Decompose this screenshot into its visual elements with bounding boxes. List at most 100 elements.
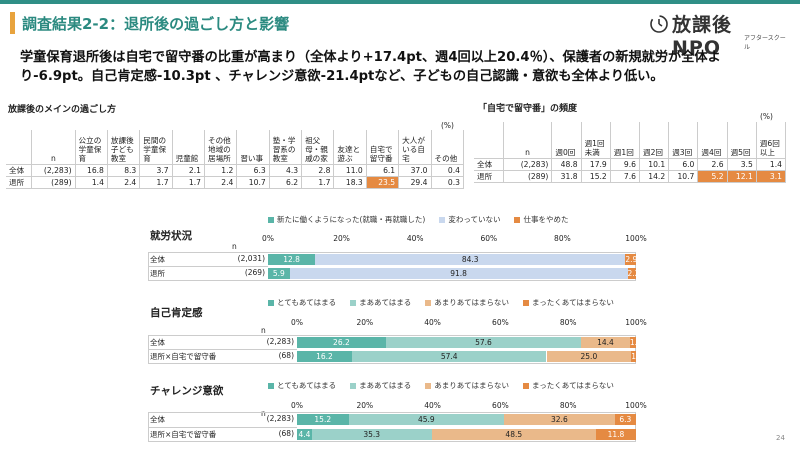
legend-item: 新たに働くようになった(就職・再就職した) [268, 215, 425, 224]
legend-swatch [514, 217, 521, 223]
table-row-n: (2,283) [503, 158, 553, 171]
bar-value-label: 6.3 [619, 415, 632, 424]
bar-value-label: 2.9 [625, 255, 638, 264]
table-cell: 11.0 [333, 164, 367, 177]
table-corner [474, 122, 504, 159]
bar-segment: 26.2 [297, 337, 386, 348]
bar-segment: 25.0 [546, 351, 632, 362]
table-cell: 10.1 [639, 158, 670, 171]
bar-segment: 14.4 [581, 337, 630, 348]
left-table-unit: (%) [441, 121, 454, 130]
axis-tick-label: 60% [492, 318, 509, 327]
bar-value-label: 16.2 [316, 352, 333, 361]
table-column-header: 週0回 [551, 122, 582, 159]
stacked-bar: 4.4 35.3 48.5 11.8 [297, 429, 636, 440]
chart-row-label: 退所×自宅で留守番 [150, 352, 217, 361]
axis-tick-label: 80% [559, 318, 577, 327]
legend-label: 仕事をやめた [523, 215, 569, 224]
stacked-bar: 15.2 45.9 32.6 6.3 [297, 414, 636, 425]
bar-segment: 11.8 [595, 429, 636, 440]
table-cell: 29.4 [398, 176, 432, 189]
bar-segment: 84.3 [315, 254, 626, 265]
stacked-bar: 12.8 84.3 2.9 [268, 254, 638, 265]
axis-tick-label: 20% [333, 234, 350, 243]
axis-tick-label: 0% [291, 401, 303, 410]
table-cell: 1.4 [75, 176, 108, 189]
bar-value-label: 15.2 [314, 415, 332, 424]
table-header-row: n 公立の学童保育 放課後子ども教室 民間の学童保育 児童館 その他地域の居場所 習い事 塾・… [6, 130, 464, 165]
table-column-header: 民間の学童保育 [139, 130, 173, 165]
bar-value-label: 11.8 [607, 430, 625, 439]
bar-value-label: 91.8 [450, 269, 467, 278]
table-column-header: その他地域の居場所 [204, 130, 238, 165]
table-column-header: その他 [431, 130, 464, 165]
legend-swatch [268, 300, 274, 306]
legend-swatch [523, 383, 530, 389]
legend-item: あまりあてはまらない [425, 298, 509, 307]
bar-segment: 57.6 [385, 337, 582, 348]
bar-value-label: 12.8 [283, 255, 300, 264]
bar-segment: 32.6 [504, 414, 615, 425]
table-cell: 1.7 [301, 176, 335, 189]
axis-tick-label: 20% [356, 318, 374, 327]
legend-swatch [350, 300, 357, 306]
axis-tick-label: 60% [480, 234, 498, 243]
bar-segment: 35.3 [311, 429, 432, 440]
legend-swatch [268, 217, 274, 223]
legend-item: とてもあてはまる [268, 298, 336, 307]
chart-row-label: 全体 [150, 415, 165, 424]
table-row: 全体 (2,283) 16.8 8.3 3.7 2.1 1.2 6.3 4.3 2.8 11.0 6.… [6, 164, 464, 177]
table-cell: 5.2 [697, 170, 728, 183]
table-cell: 1.2 [204, 164, 238, 177]
logo-text: 放課後 NPO [672, 14, 733, 59]
table-cell: 0.4 [431, 164, 464, 177]
table-cell: 2.1 [172, 164, 205, 177]
table-cell: 37.0 [398, 164, 432, 177]
left-table-caption: 放課後のメインの過ごし方 [8, 105, 117, 115]
bar-value-label: 2.2 [627, 269, 640, 278]
stacked-bar: 5.9 91.8 2.2 [268, 268, 639, 279]
chart-row-label: 全体 [150, 255, 165, 264]
table-cell: 9.6 [610, 158, 640, 171]
bar-segment: 45.9 [348, 414, 505, 425]
legend-label: 新たに働くようになった(就職・再就職した) [277, 215, 426, 224]
bar-value-label: 1. [629, 338, 638, 347]
axis-tick-label: 80% [554, 234, 571, 243]
table-cell: 1.7 [139, 176, 173, 189]
legend-swatch [350, 383, 357, 389]
table-column-header: 週1回 [610, 122, 640, 159]
table-cell: 6.3 [236, 164, 270, 177]
chart-legend: とてもあてはまる まああてはまる あまりあてはまらない まったくあてはまらない [268, 297, 628, 308]
legend-swatch [439, 217, 446, 223]
table-row: 全体 (2,283) 48.8 17.9 9.6 10.1 6.0 2.6 3.5 1.4 [474, 158, 787, 171]
table-corner [6, 130, 33, 165]
bar-value-label: 32.6 [551, 415, 568, 424]
table-column-header: 塾・学習系の教室 [269, 130, 303, 165]
table-cell: 16.8 [75, 164, 108, 177]
stacked-bar: 26.2 57.6 14.4 1. [297, 337, 638, 348]
chart-n-header: n [261, 326, 266, 335]
bar-segment: 6.3 [614, 414, 636, 425]
chart-title: 就労状況 [150, 230, 192, 242]
table-n-header: n [503, 122, 553, 159]
table-cell: 0.3 [431, 176, 464, 189]
legend-label: まああてはまる [359, 381, 412, 390]
chart-row-label: 全体 [150, 338, 165, 347]
table-column-header: 週3回 [668, 122, 699, 159]
table-cell: 31.8 [551, 170, 582, 183]
bar-value-label: 45.9 [417, 415, 435, 424]
bar-segment: 5.9 [268, 268, 290, 279]
table-cell: 2.4 [107, 176, 141, 189]
chart-n-header: n [232, 242, 237, 251]
table-row: 退所 (289) 1.4 2.4 1.7 1.7 2.4 10.7 6.2 1.7 18.3 23.5… [6, 176, 464, 189]
axis-tick-label: 0% [262, 234, 274, 243]
table-cell: 3.7 [139, 164, 173, 177]
page-number: 24 [776, 434, 785, 442]
legend-item: 変わっていない [439, 215, 500, 224]
table-cell: 12.1 [727, 170, 757, 183]
legend-label: 変わっていない [448, 215, 501, 224]
table-cell: 2.6 [697, 158, 728, 171]
legend-label: あまりあてはまらない [434, 298, 510, 307]
bar-value-label: 84.3 [461, 255, 479, 264]
chart-row-label: 退所×自宅で留守番 [150, 430, 217, 439]
